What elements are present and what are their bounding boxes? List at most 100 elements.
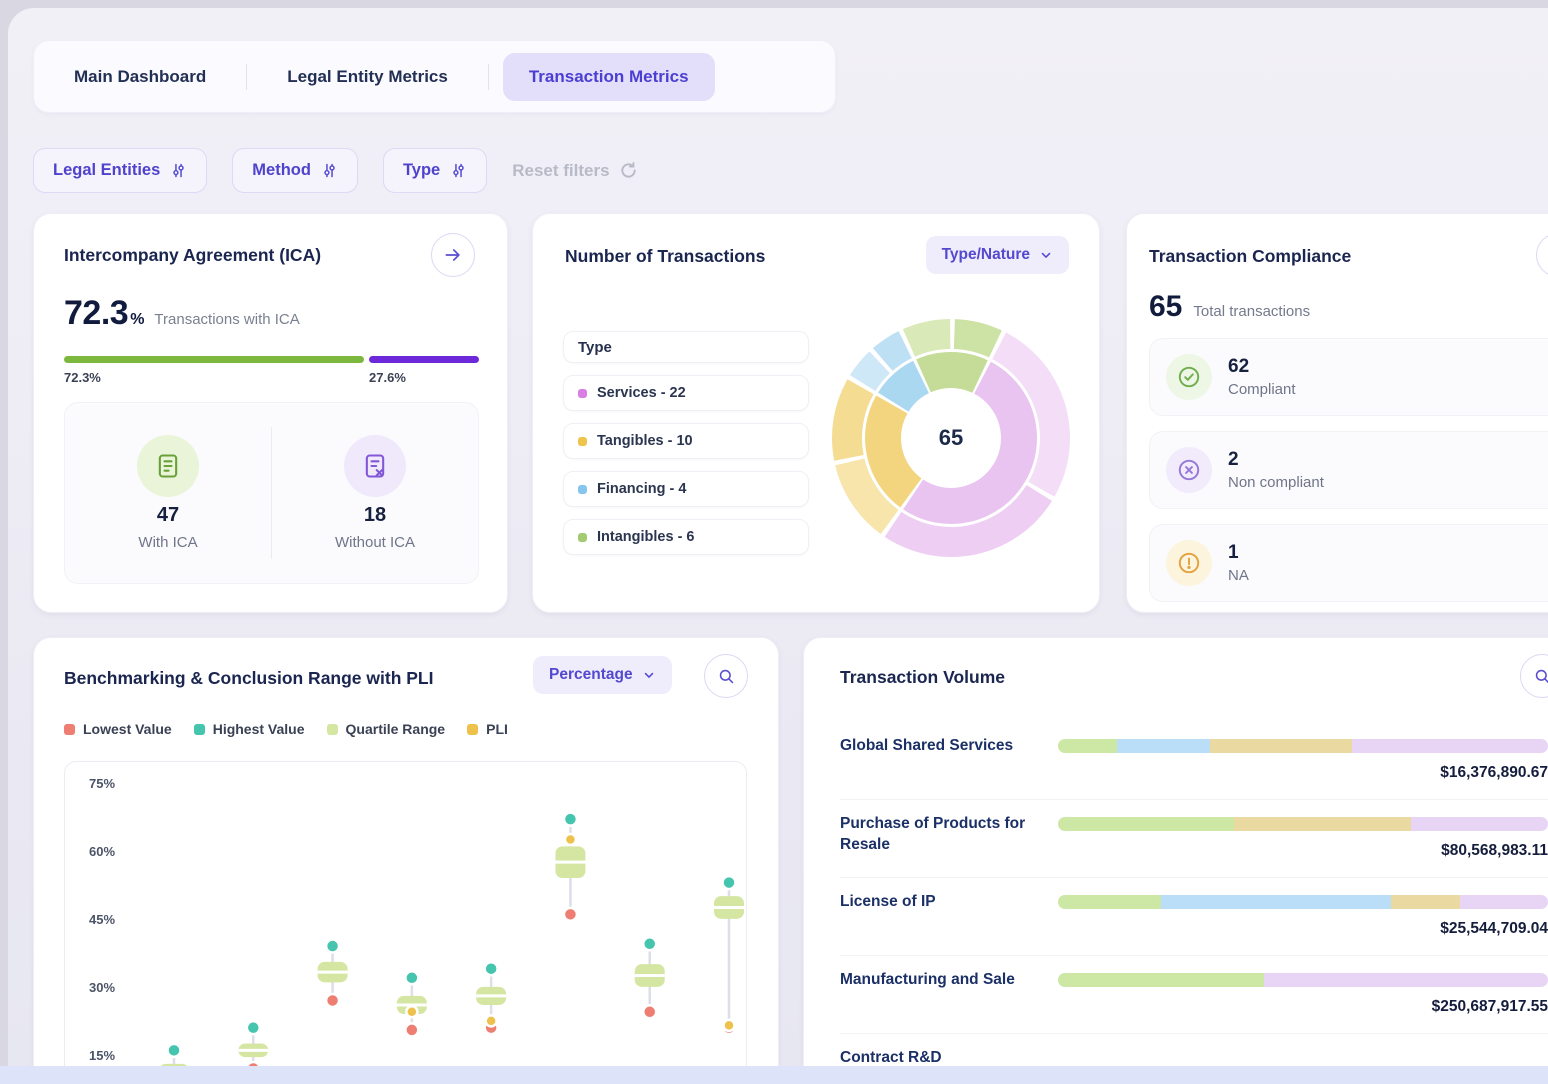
legend-quartile-range: Quartile Range <box>326 721 446 737</box>
volume-row-label: Manufacturing and Sale <box>840 971 1015 988</box>
volume-amount: $80,568,983.11 <box>1441 842 1548 859</box>
legend-highest-value: Highest Value <box>193 721 305 737</box>
benchmarking-card: Benchmarking & Conclusion Range with PLI… <box>33 637 779 1084</box>
na-value: 1 <box>1228 542 1239 563</box>
volume-amount: $250,687,917.55 <box>1431 998 1548 1015</box>
x-circle-icon <box>1166 447 1212 493</box>
with-ica-value: 47 <box>156 504 180 526</box>
legend-lowest-value: Lowest Value <box>64 721 172 737</box>
stacked-bar <box>1058 739 1548 753</box>
ica-split-labels: 72.3% 27.6% <box>64 370 479 388</box>
legend-swatch <box>326 723 338 735</box>
ica-right-split-label: 27.6% <box>369 370 406 385</box>
search-icon <box>717 667 736 686</box>
compliant-label: Compliant <box>1228 381 1296 398</box>
ica-split-bar <box>64 356 479 363</box>
sliders-icon <box>450 162 467 179</box>
ica-percent-caption: Transactions with ICA <box>154 311 300 328</box>
reset-filters-button[interactable]: Reset filters <box>512 161 637 181</box>
top-tabbar: Main Dashboard Legal Entity Metrics Tran… <box>33 40 836 113</box>
filter-label: Type <box>402 161 441 179</box>
legend-label: Highest Value <box>212 721 305 737</box>
legend-pli: PLI <box>467 721 508 737</box>
list-item-label: Intangibles - 6 <box>597 529 695 545</box>
transaction-type-list: Type Services - 22 Tangibles - 10 Financ… <box>563 331 809 567</box>
tab-legal-entity-metrics[interactable]: Legal Entity Metrics <box>287 66 448 86</box>
list-item-intangibles[interactable]: Intangibles - 6 <box>563 519 809 555</box>
tab-divider <box>246 63 248 90</box>
percentage-dropdown[interactable]: Percentage <box>533 656 672 694</box>
benchmark-boxplot-chart: 75% 60% 45% 30% 15% <box>64 761 747 1084</box>
intangibles-dot <box>578 532 587 542</box>
stacked-bar <box>1058 1051 1548 1065</box>
na-row: 1 NA <box>1149 524 1548 602</box>
boxplot-svg: 75% 60% 45% 30% 15% <box>89 776 744 1084</box>
type-nature-dropdown[interactable]: Type/Nature <box>925 236 1069 274</box>
compliance-action-button[interactable] <box>1536 233 1548 277</box>
ica-stats-panel: 47 With ICA 18 Without ICA <box>64 402 479 584</box>
volume-search-button[interactable] <box>1520 654 1548 698</box>
transactions-card: Number of Transactions Type/Nature Type … <box>532 213 1100 613</box>
type-list-header: Type <box>563 331 809 363</box>
without-ica-label: Without ICA <box>334 534 416 551</box>
chevron-down-icon <box>642 668 656 682</box>
benchmark-search-button[interactable] <box>704 654 748 698</box>
filter-row: Legal Entities Method Type <box>33 148 638 193</box>
volume-bar-area: $25,544,709.04 <box>1058 892 1548 942</box>
volume-row-global-shared-services: Global Shared Services $16,376,890.67 <box>840 722 1548 800</box>
contract-x-icon <box>344 435 406 497</box>
volume-bar-area: $250,687,917.55 <box>1058 970 1548 1020</box>
list-item-financing[interactable]: Financing - 4 <box>563 471 809 507</box>
compliance-card-title: Transaction Compliance <box>1149 246 1352 266</box>
volume-row-label: Purchase of Products for Resale <box>840 815 1026 853</box>
donut-center-value: 65 <box>938 425 964 450</box>
vertical-divider <box>271 427 272 559</box>
legend-swatch <box>64 723 75 735</box>
volume-card-title: Transaction Volume <box>840 667 1005 687</box>
legend-label: Lowest Value <box>83 721 172 737</box>
financing-dot <box>578 484 587 494</box>
compliance-total-label: Total transactions <box>1193 303 1311 320</box>
compliance-card: Transaction Compliance 65 Total transact… <box>1126 213 1548 613</box>
legend-label: PLI <box>486 721 508 737</box>
legend-swatch <box>467 723 479 735</box>
volume-bar-area: $16,376,890.67 <box>1058 736 1548 786</box>
filter-label: Method <box>252 161 311 179</box>
non-compliant-row: 2 Non compliant <box>1149 431 1548 509</box>
volume-row-label: Contract R&D <box>840 1049 942 1066</box>
reset-filters-label: Reset filters <box>512 160 610 180</box>
dropdown-label: Type/Nature <box>941 246 1030 263</box>
ica-card-title: Intercompany Agreement (ICA) <box>64 245 322 265</box>
volume-row-purchase-of-products: Purchase of Products for Resale $80,568,… <box>840 800 1548 878</box>
volume-amount: $25,544,709.04 <box>1440 920 1548 937</box>
without-ica-value: 18 <box>363 504 387 526</box>
exclamation-circle-icon <box>1166 540 1212 586</box>
refresh-icon <box>619 161 638 180</box>
volume-row-license-of-ip: License of IP $25,544,709.04 <box>840 878 1548 956</box>
method-filter-button[interactable]: Method <box>232 148 358 193</box>
tab-transaction-metrics[interactable]: Transaction Metrics <box>502 52 715 101</box>
type-filter-button[interactable]: Type <box>382 148 488 193</box>
ica-headline: 72.3 % Transactions with ICA <box>64 294 300 333</box>
volume-row-label: Global Shared Services <box>840 737 1014 754</box>
contract-icon <box>137 435 199 497</box>
volume-card: Transaction Volume Global Shared Service… <box>803 637 1548 1084</box>
tab-divider <box>487 63 489 90</box>
ica-bar-with <box>64 356 365 363</box>
ica-detail-button[interactable] <box>431 233 475 277</box>
list-item-tangibles[interactable]: Tangibles - 10 <box>563 423 809 459</box>
bottom-strip <box>0 1066 1548 1084</box>
dropdown-label: Percentage <box>549 666 633 683</box>
ica-left-split-label: 72.3% <box>64 370 101 385</box>
list-item-services[interactable]: Services - 22 <box>563 375 809 411</box>
search-icon <box>1533 667 1548 686</box>
stacked-bar <box>1058 817 1548 831</box>
legal-entities-filter-button[interactable]: Legal Entities <box>33 148 208 193</box>
type-list-header-label: Type <box>578 338 612 356</box>
stacked-bar <box>1058 895 1548 909</box>
tab-main-dashboard[interactable]: Main Dashboard <box>74 66 207 86</box>
legend-label: Quartile Range <box>345 721 446 737</box>
svg-text:60%: 60% <box>89 844 115 859</box>
compliance-total: 65 Total transactions <box>1149 290 1310 324</box>
